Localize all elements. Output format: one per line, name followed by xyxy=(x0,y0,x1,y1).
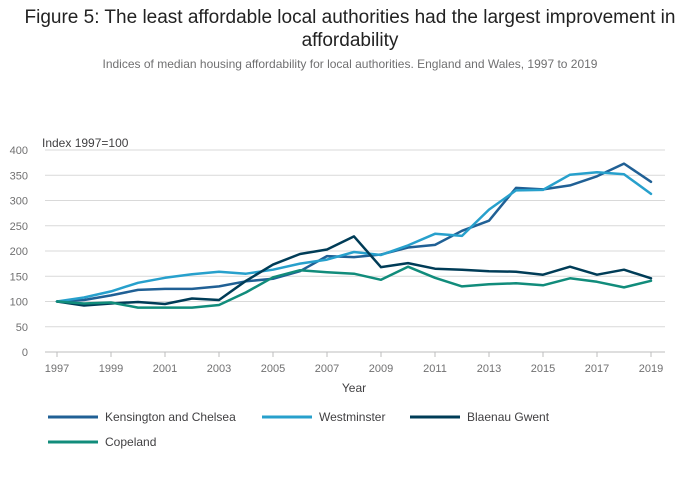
series-line-copeland xyxy=(55,265,653,309)
y-tick-label-50: 50 xyxy=(16,322,28,334)
series-line-kensington-and-chelsea xyxy=(55,162,653,303)
legend: Kensington and Chelsea Westminster Blaenau… xyxy=(48,410,550,449)
y-axis-label: Index 1997=100 xyxy=(42,136,129,150)
y-tick-label-350: 350 xyxy=(10,170,28,182)
x-tick-label-1999: 1999 xyxy=(99,363,123,375)
y-tick-label-100: 100 xyxy=(10,297,28,309)
x-tick-label-2003: 2003 xyxy=(207,363,231,375)
x-axis-ticks: 1997 1999 2001 2003 2005 2007 2009 2011 2013 2015… xyxy=(45,352,663,375)
legend-label-kensington-and-chelsea: Kensington and Chelsea xyxy=(105,410,236,424)
x-tick-label-2007: 2007 xyxy=(315,363,339,375)
x-tick-label-2009: 2009 xyxy=(369,363,393,375)
x-tick-label-2017: 2017 xyxy=(585,363,609,375)
legend-label-westminster: Westminster xyxy=(319,410,385,424)
y-tick-label-300: 300 xyxy=(10,196,28,208)
y-tick-label-400: 400 xyxy=(10,145,28,157)
series-line-westminster xyxy=(55,170,653,303)
x-tick-label-2005: 2005 xyxy=(261,363,285,375)
y-tick-label-150: 150 xyxy=(10,271,28,283)
x-tick-label-2019: 2019 xyxy=(639,363,663,375)
series-lines xyxy=(55,162,653,309)
y-tick-label-250: 250 xyxy=(10,221,28,233)
y-tick-label-200: 200 xyxy=(10,246,28,258)
x-tick-label-2001: 2001 xyxy=(153,363,177,375)
series-line-blaenau-gwent xyxy=(55,235,653,307)
y-tick-label-0: 0 xyxy=(22,347,28,359)
legend-label-copeland: Copeland xyxy=(105,435,156,449)
x-tick-label-1997: 1997 xyxy=(45,363,69,375)
chart-title: Figure 5: The least affordable local aut… xyxy=(24,7,676,51)
y-axis-ticks: 0 50 100 150 200 250 300 350 400 xyxy=(10,145,28,359)
chart-subtitle: Indices of median housing affordability … xyxy=(102,57,598,71)
x-tick-label-2011: 2011 xyxy=(423,363,447,375)
legend-label-blaenau-gwent: Blaenau Gwent xyxy=(467,410,550,424)
x-axis-title: Year xyxy=(342,381,366,395)
x-tick-label-2015: 2015 xyxy=(531,363,555,375)
x-tick-label-2013: 2013 xyxy=(477,363,501,375)
